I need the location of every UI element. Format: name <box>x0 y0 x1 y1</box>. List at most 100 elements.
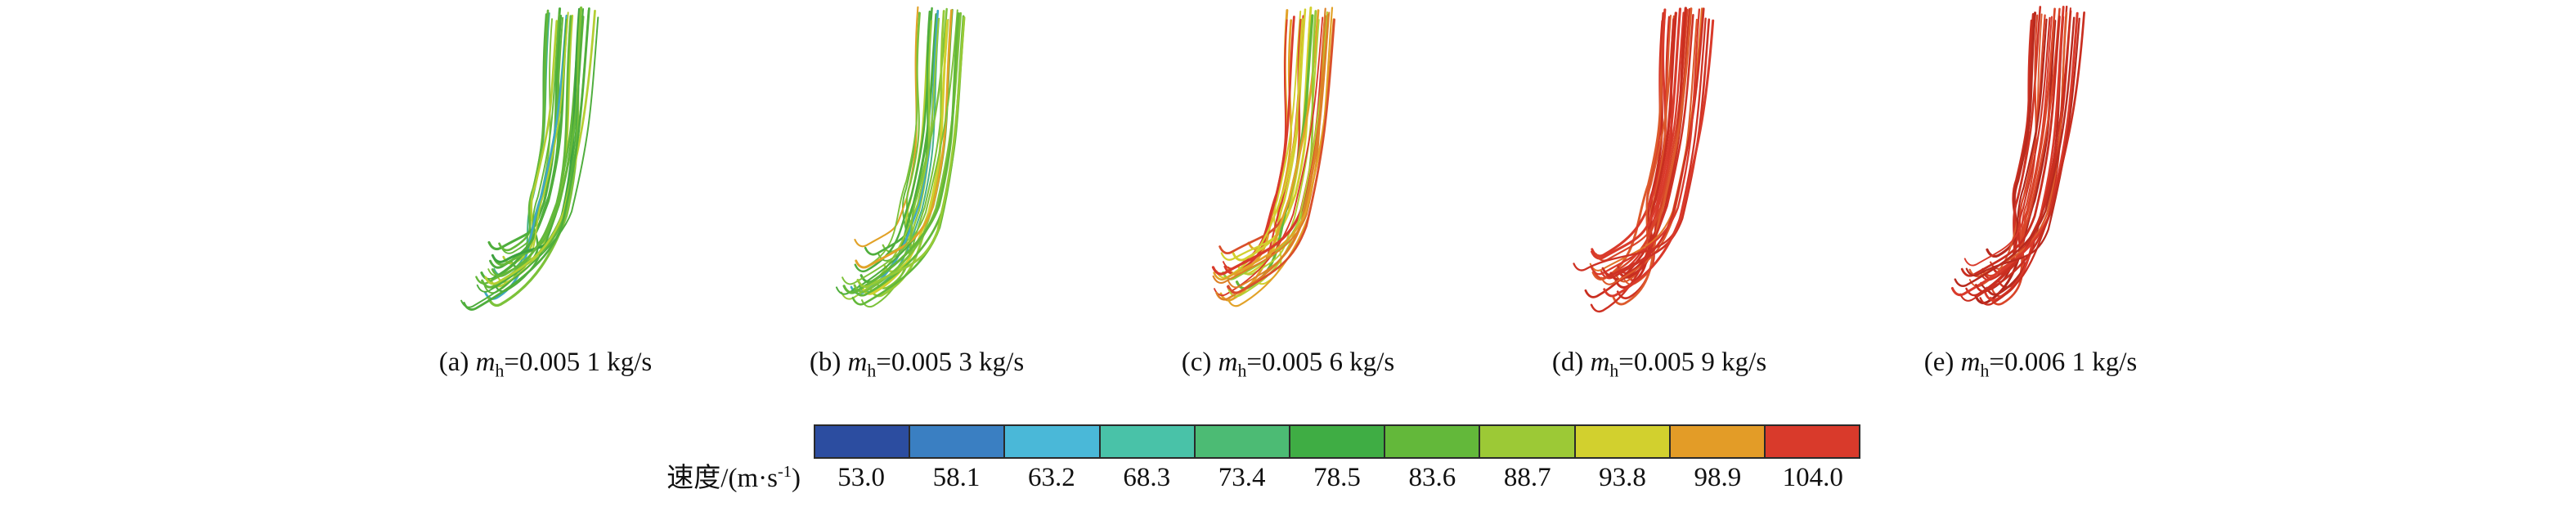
caption-index: (e) <box>1923 348 1961 377</box>
streamline <box>1612 7 1693 306</box>
streamline <box>1227 18 1335 294</box>
streamline <box>1986 11 2037 258</box>
streamline <box>1600 11 1685 280</box>
caption-value: =0.005 1 kg/s <box>504 348 653 377</box>
streamline <box>1975 11 2085 293</box>
colorbar-segment-5 <box>1288 425 1384 457</box>
caption-variable: m <box>1960 348 1981 377</box>
colorbar-segment-3 <box>1098 425 1194 457</box>
streamline <box>841 18 940 300</box>
colorbar-segment-10 <box>1763 425 1860 457</box>
colorbar-segment-4 <box>1193 425 1289 457</box>
caption-index: (b) <box>809 348 848 377</box>
colorbar-label: 速度/(m·s-1) <box>666 462 814 496</box>
colorbar-segment-2 <box>1003 425 1099 457</box>
streamline <box>484 9 596 285</box>
streamline <box>1600 18 1698 285</box>
streamline <box>874 7 948 289</box>
caption-subscript: h <box>867 361 877 381</box>
panel-e: (e) mh=0.006 1 kg/s <box>1859 2 2202 382</box>
colorbar-tick-2: 63.2 <box>1028 462 1075 492</box>
streamline <box>1615 15 1675 283</box>
streamline <box>1601 18 1711 276</box>
streamline <box>1603 19 1715 298</box>
caption-variable: m <box>475 348 496 377</box>
colorbar-label-suffix: ) <box>792 463 801 493</box>
caption-value: =0.005 9 kg/s <box>1618 348 1767 377</box>
caption-index: (c) <box>1181 348 1218 377</box>
streamline <box>463 7 590 311</box>
streamline <box>1227 11 1331 289</box>
caption-index: (a) <box>438 348 476 377</box>
panel-b: (b) mh=0.005 3 kg/s <box>745 2 1088 382</box>
caption-subscript: h <box>1237 361 1247 381</box>
streamline <box>856 16 966 289</box>
panel-a: (a) mh=0.005 1 kg/s <box>374 2 717 382</box>
caption-value: =0.006 1 kg/s <box>1989 348 2138 377</box>
colorbar-segment-0 <box>815 425 909 457</box>
streamline <box>1227 7 1334 307</box>
caption-index: (d) <box>1551 348 1591 377</box>
colorbar-tick-7: 88.7 <box>1503 462 1551 492</box>
colorbar-tick-6: 83.6 <box>1408 462 1456 492</box>
streamline <box>841 9 958 285</box>
colorbar-segment-8 <box>1573 425 1669 457</box>
streamline <box>1591 11 1667 280</box>
caption-subscript: h <box>1609 361 1619 381</box>
streamline <box>498 9 550 252</box>
streamline <box>1950 11 2079 297</box>
panel-d: (d) mh=0.005 9 kg/s <box>1488 2 1831 382</box>
streamline <box>487 7 562 251</box>
streamline-plot-e <box>1950 5 2085 306</box>
streamline <box>496 11 569 284</box>
caption-variable: m <box>847 348 868 377</box>
panel-caption-a: (a) mh=0.005 1 kg/s <box>439 347 653 382</box>
streamline <box>1960 16 2061 277</box>
streamline <box>1954 16 2076 287</box>
caption-value: =0.005 6 kg/s <box>1246 348 1395 377</box>
colorbar-segment-1 <box>909 425 1004 457</box>
streamline <box>460 16 599 308</box>
caption-subscript: h <box>495 361 505 381</box>
colorbar-gradient-bar <box>814 424 1860 459</box>
panel-caption-d: (d) mh=0.005 9 kg/s <box>1552 347 1766 382</box>
streamline <box>1573 17 1707 271</box>
colorbar-tick-8: 93.8 <box>1599 462 1646 492</box>
streamline <box>855 9 953 269</box>
panel-c: (c) mh=0.005 6 kg/s <box>1116 2 1460 382</box>
streamline <box>1591 8 1667 258</box>
caption-variable: m <box>1218 348 1238 377</box>
colorbar-segment-9 <box>1668 425 1764 457</box>
panels-row: (a) mh=0.005 1 kg/s (b) mh=0.005 3 kg/s (c… <box>374 2 2202 382</box>
streamline <box>1965 17 2080 276</box>
colorbar-tick-1: 58.1 <box>932 462 981 492</box>
streamline-plot-a <box>460 6 599 311</box>
streamline <box>502 20 559 265</box>
streamline <box>1963 16 2053 267</box>
colorbar-tick-10: 104.0 <box>1782 462 1843 492</box>
streamline <box>1214 16 1324 297</box>
colorbar-tick-9: 98.9 <box>1694 462 1742 492</box>
panel-caption-c: (c) mh=0.005 6 kg/s <box>1182 347 1395 382</box>
streamline <box>1590 8 1701 276</box>
colorbar-tick-3: 68.3 <box>1123 462 1171 492</box>
colorbar-label-text: 速度/(m·s <box>666 463 778 493</box>
caption-variable: m <box>1590 348 1610 377</box>
caption-subscript: h <box>1980 361 1990 381</box>
panel-caption-b: (b) mh=0.005 3 kg/s <box>810 347 1024 382</box>
streamline-plot-d <box>1573 7 1715 313</box>
colorbar-segment-6 <box>1384 425 1479 457</box>
colorbar-label-superscript: -1 <box>777 462 792 481</box>
streamline <box>854 6 919 248</box>
streamline <box>1981 7 2061 277</box>
streamline-plot-b <box>835 6 966 308</box>
panel-caption-e: (e) mh=0.006 1 kg/s <box>1924 347 2138 382</box>
streamline <box>500 13 560 254</box>
streamline <box>1965 10 2072 297</box>
streamline-plot-c <box>1211 7 1335 307</box>
streamline <box>492 15 572 267</box>
colorbar: 速度/(m·s-1) 53.0 58.1 63.2 68.3 73.4 78.5 83.6 8… <box>666 424 1860 495</box>
streamline <box>480 18 568 281</box>
colorbar-tick-5: 78.5 <box>1313 462 1361 492</box>
